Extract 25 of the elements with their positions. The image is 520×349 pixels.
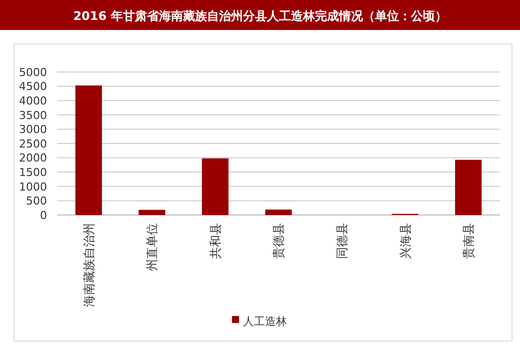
legend-label: 人工造林 [243, 314, 287, 328]
y-tick-label: 5000 [19, 66, 47, 79]
x-tick-label: 共和县 [208, 223, 222, 259]
y-tick-label: 1000 [19, 180, 47, 194]
x-tick-label: 贵德县 [272, 223, 286, 259]
y-tick-label: 3000 [19, 123, 47, 136]
y-tick-label: 0 [40, 208, 47, 222]
x-tick-label: 贵南县 [462, 223, 476, 259]
bar [455, 160, 482, 215]
y-tick-label: 1500 [19, 166, 47, 179]
bar [75, 85, 102, 215]
y-tick-label: 3500 [19, 108, 47, 122]
bar [138, 210, 166, 215]
y-tick-label: 2500 [19, 137, 47, 150]
chart-title: 2016 年甘肃省海南藏族自治州分县人工造林完成情况（单位：公顷） [73, 9, 447, 23]
x-tick-label: 海南藏族自治州 [82, 223, 96, 307]
y-tick-label: 4000 [19, 94, 47, 108]
y-tick-label: 2000 [19, 152, 47, 165]
y-tick-label: 4500 [19, 80, 47, 94]
x-tick-label: 州直单位 [145, 223, 160, 271]
bar [202, 158, 229, 215]
x-tick-label: 兴海县 [398, 223, 412, 259]
y-tick-label: 500 [26, 194, 47, 208]
bar [265, 210, 292, 215]
x-tick-label: 同德县 [334, 223, 349, 259]
